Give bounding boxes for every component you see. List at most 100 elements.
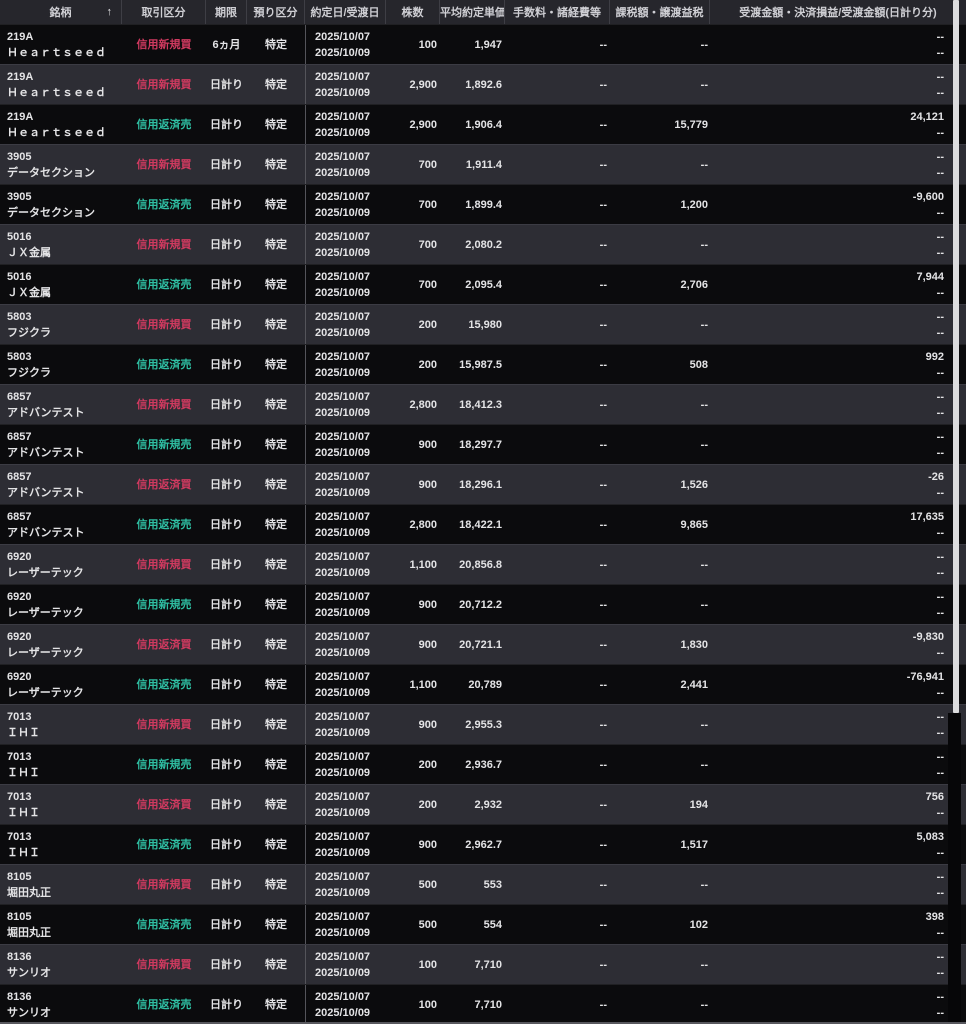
term-cell: 日計り — [206, 425, 247, 464]
tax-value: -- — [700, 718, 708, 731]
shares-cell: 500 — [386, 865, 440, 904]
settlement-date: 2025/10/09 — [315, 526, 371, 539]
stock-cell: 6920 レーザーテック — [0, 665, 122, 704]
fees-value: -- — [599, 638, 607, 651]
settlement-amount-cell: -- -- — [710, 945, 966, 984]
stock-cell: 6857 アドバンテスト — [0, 425, 122, 464]
tax-value: -- — [700, 318, 708, 331]
column-header-avg-price: 平均約定単価 — [440, 0, 505, 24]
term-label: 日計り — [210, 878, 243, 891]
avg-price-cell: 554 — [440, 905, 505, 944]
dates-cell: 2025/10/07 2025/10/09 — [305, 185, 386, 224]
vertical-scrollbar[interactable] — [948, 0, 962, 1024]
fees-cell: -- — [505, 305, 610, 344]
trade-type-cell: 信用返済買 — [122, 625, 206, 664]
trade-type-label: 信用新規買 — [136, 718, 192, 731]
fees-value: -- — [599, 78, 607, 91]
scrollbar-track[interactable] — [948, 713, 961, 1024]
tax-value: -- — [700, 38, 708, 51]
table-row: 6920 レーザーテック 信用新規買 日計り 特定 2025/10/07 202… — [0, 544, 966, 584]
fees-value: -- — [599, 398, 607, 411]
shares-value: 500 — [418, 878, 437, 891]
fees-cell: -- — [505, 545, 610, 584]
table-header: 銘柄 ↑ 取引区分 期限 預り区分 約定日/受渡日 株数 平均約定単価 手数料・… — [0, 0, 966, 24]
stock-code: 7013 — [7, 790, 32, 803]
trade-date: 2025/10/07 — [315, 70, 371, 83]
scrollbar-thumb[interactable] — [953, 0, 959, 713]
daily-amount-value: -- — [936, 886, 944, 899]
account-type-label: 特定 — [265, 878, 287, 891]
daily-amount-value: -- — [936, 966, 944, 979]
term-cell: 日計り — [206, 545, 247, 584]
shares-value: 900 — [418, 838, 437, 851]
avg-price-cell: 20,721.1 — [440, 625, 505, 664]
account-type-cell: 特定 — [247, 345, 305, 384]
shares-cell: 700 — [386, 265, 440, 304]
term-cell: 日計り — [206, 185, 247, 224]
trade-type-cell: 信用返済売 — [122, 665, 206, 704]
stock-code: 6857 — [7, 390, 32, 403]
fees-value: -- — [599, 118, 607, 131]
fees-cell: -- — [505, 425, 610, 464]
tax-value: -- — [700, 438, 708, 451]
account-type-label: 特定 — [265, 278, 287, 291]
stock-name: Ｈｅａｒｔｓｅｅｄ — [7, 86, 106, 99]
stock-cell: 6857 アドバンテスト — [0, 385, 122, 424]
term-label: 日計り — [210, 758, 243, 771]
term-cell: 日計り — [206, 105, 247, 144]
fees-cell: -- — [505, 865, 610, 904]
term-label: 日計り — [210, 798, 243, 811]
table-row: 7013 ＩＨＩ 信用返済売 日計り 特定 2025/10/07 2025/10… — [0, 824, 966, 864]
settlement-amount-cell: -- -- — [710, 865, 966, 904]
shares-cell: 200 — [386, 785, 440, 824]
settlement-amount-cell: -- -- — [710, 225, 966, 264]
avg-price-cell: 18,296.1 — [440, 465, 505, 504]
shares-value: 900 — [418, 438, 437, 451]
tax-value: 508 — [689, 358, 708, 371]
daily-amount-value: -- — [936, 646, 944, 659]
fees-value: -- — [599, 838, 607, 851]
trade-type-cell: 信用返済売 — [122, 345, 206, 384]
trade-date: 2025/10/07 — [315, 150, 371, 163]
stock-name: フジクラ — [7, 326, 51, 339]
column-header-stock[interactable]: 銘柄 ↑ — [0, 0, 122, 24]
trade-type-label: 信用返済売 — [136, 678, 192, 691]
table-bottom-border — [0, 1022, 966, 1024]
stock-cell: 8136 サンリオ — [0, 985, 122, 1024]
shares-value: 2,800 — [409, 398, 437, 411]
settlement-date: 2025/10/09 — [315, 46, 371, 59]
fees-value: -- — [599, 198, 607, 211]
term-cell: 日計り — [206, 305, 247, 344]
settlement-amount-cell: -9,600 -- — [710, 185, 966, 224]
stock-name: レーザーテック — [7, 606, 84, 619]
avg-price-value: 20,721.1 — [459, 638, 502, 651]
shares-value: 2,900 — [409, 78, 437, 91]
trade-type-cell: 信用新規売 — [122, 745, 206, 784]
settlement-amount-cell: 756 -- — [710, 785, 966, 824]
settlement-amount-cell: -- -- — [710, 65, 966, 104]
settlement-amount-value: 17,635 — [910, 510, 944, 523]
avg-price-value: 7,710 — [474, 998, 502, 1011]
settlement-amount-cell: -- -- — [710, 425, 966, 464]
trade-date: 2025/10/07 — [315, 830, 371, 843]
term-label: 日計り — [210, 318, 243, 331]
avg-price-cell: 1,906.4 — [440, 105, 505, 144]
account-type-label: 特定 — [265, 958, 287, 971]
settlement-amount-cell: -- -- — [710, 385, 966, 424]
term-label: 日計り — [210, 358, 243, 371]
stock-code: 219A — [7, 30, 34, 43]
trade-type-label: 信用返済売 — [136, 518, 192, 531]
term-label: 日計り — [210, 958, 243, 971]
account-type-cell: 特定 — [247, 985, 305, 1024]
settlement-date: 2025/10/09 — [315, 1006, 371, 1019]
tax-value: 9,865 — [680, 518, 708, 531]
settlement-amount-cell: -- -- — [710, 25, 966, 64]
avg-price-cell: 18,297.7 — [440, 425, 505, 464]
trade-type-cell: 信用返済売 — [122, 185, 206, 224]
trade-type-label: 信用返済買 — [136, 478, 192, 491]
term-cell: 日計り — [206, 585, 247, 624]
sort-ascending-icon[interactable]: ↑ — [106, 6, 113, 18]
tax-value: -- — [700, 598, 708, 611]
fees-cell: -- — [505, 785, 610, 824]
tax-cell: -- — [610, 225, 710, 264]
